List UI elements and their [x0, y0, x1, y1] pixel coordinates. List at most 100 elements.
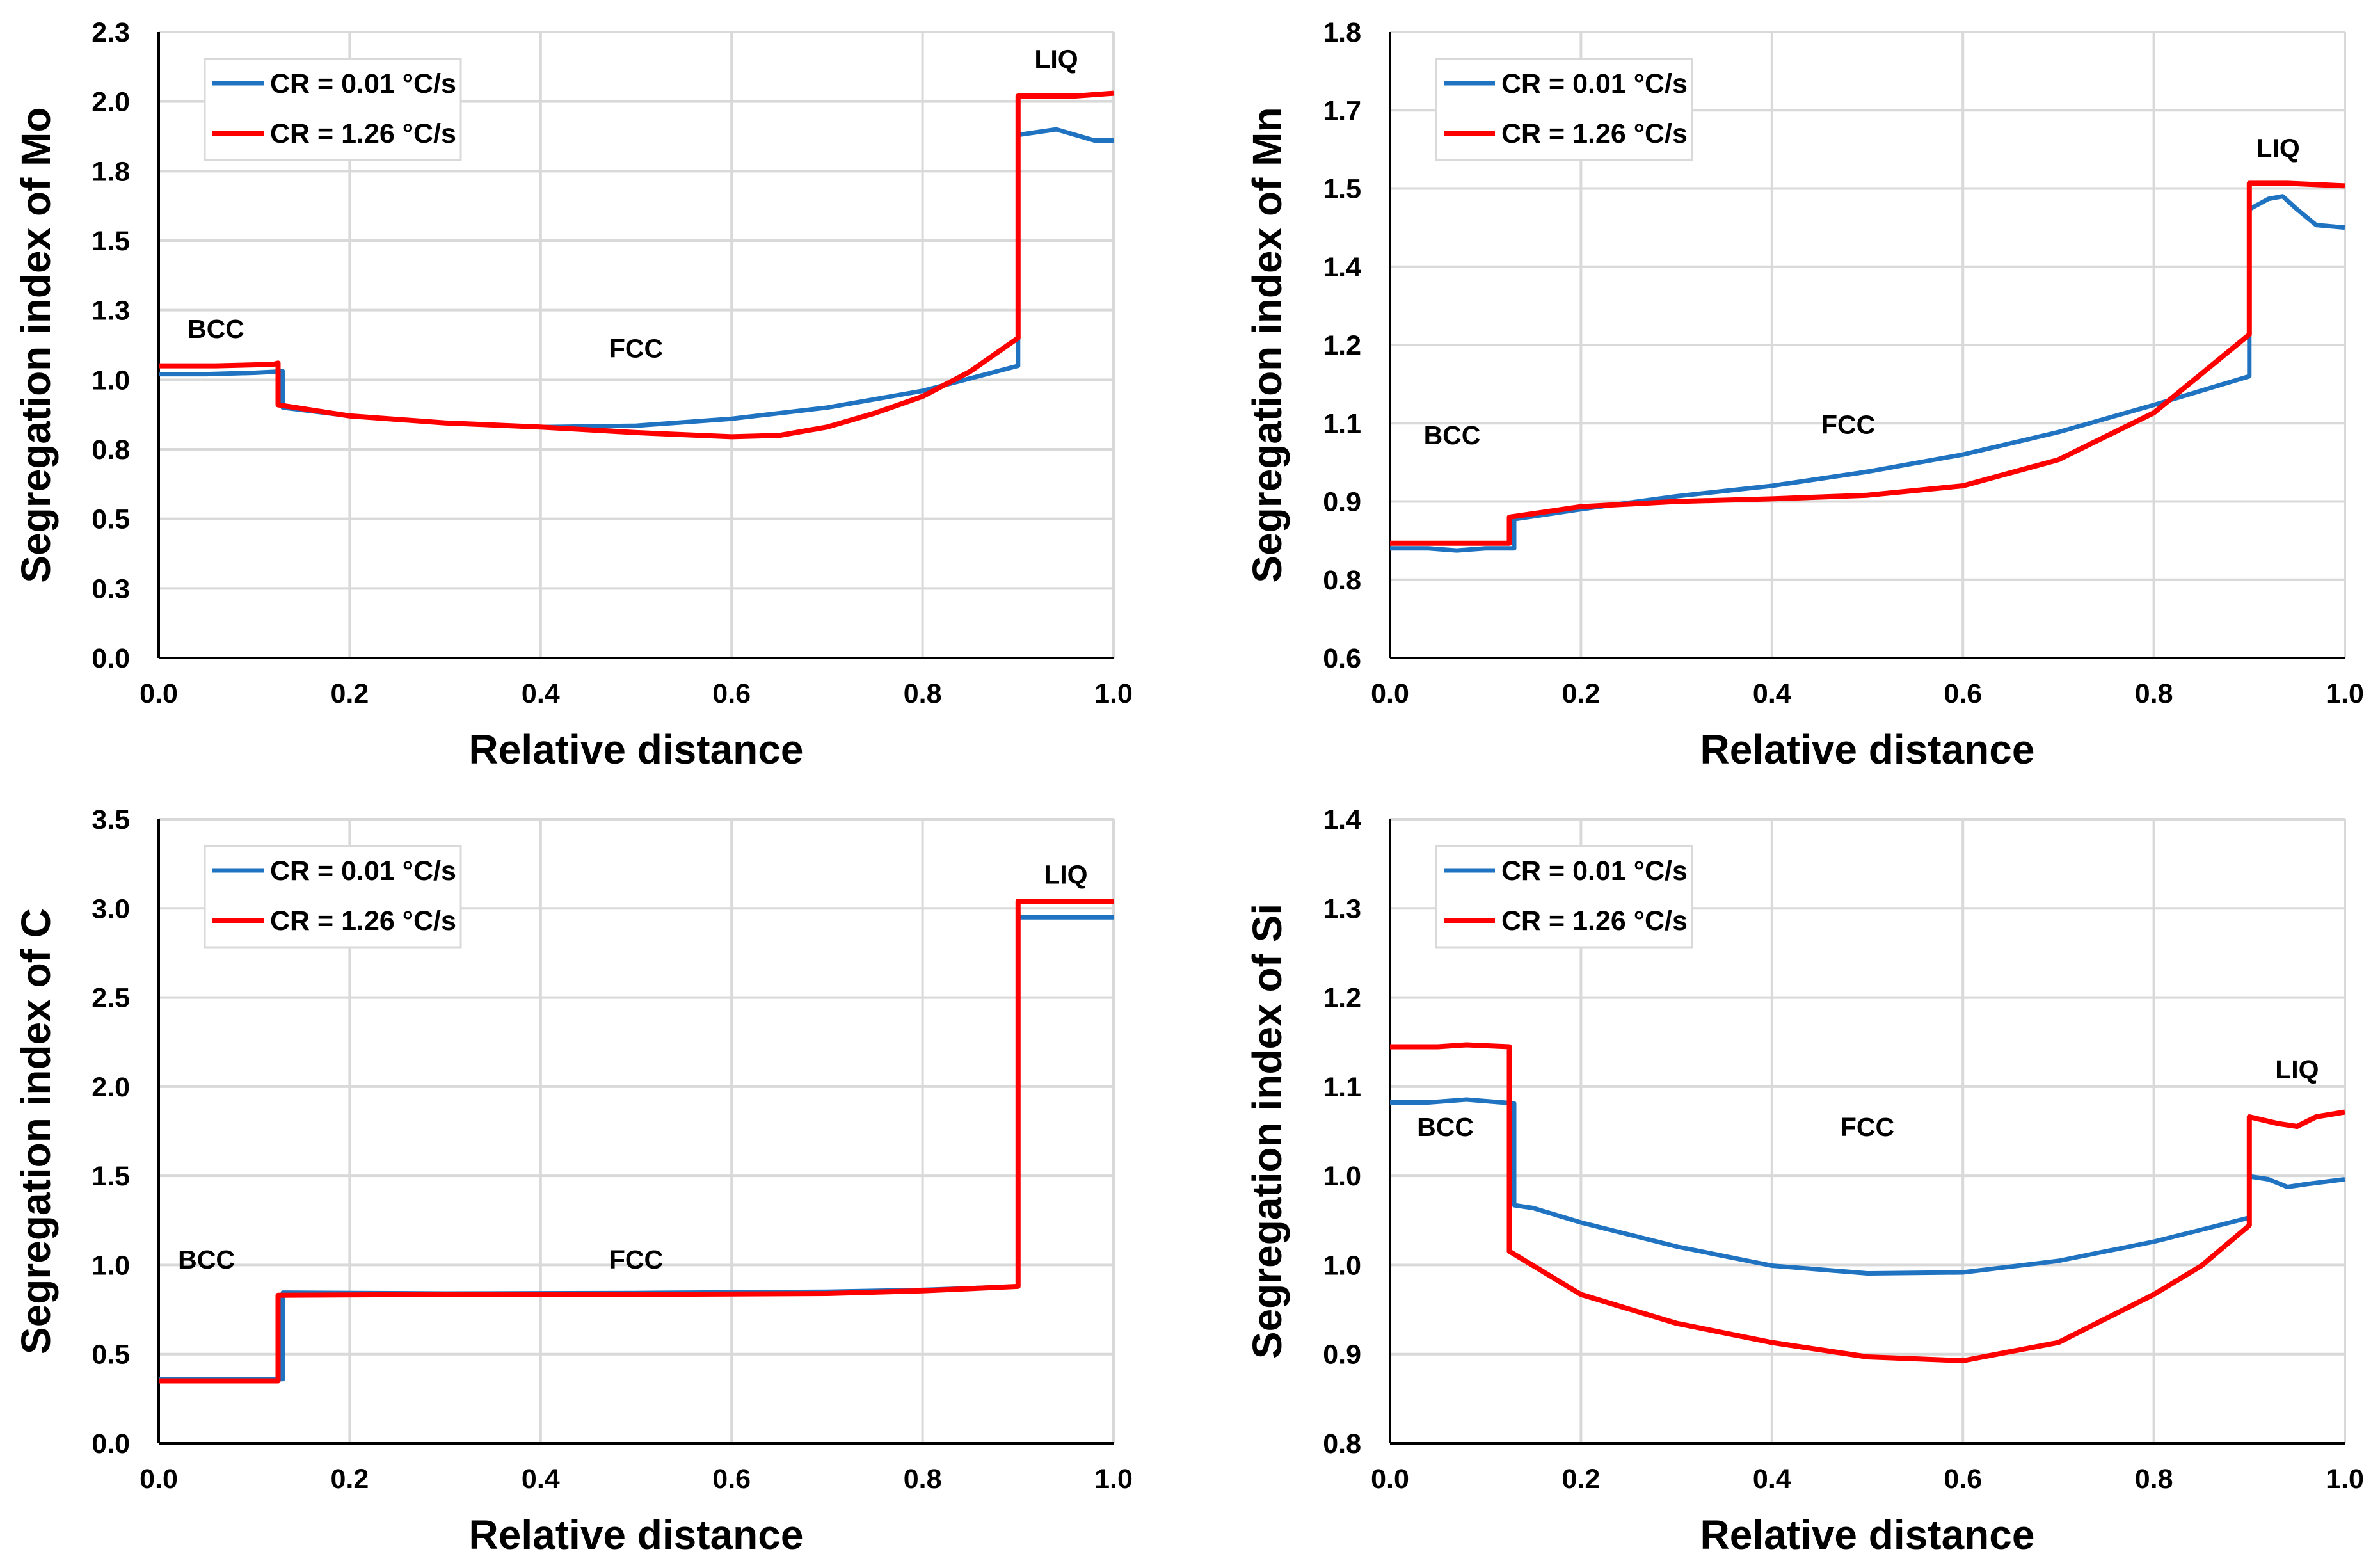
x-tick-label: 0.8 — [904, 678, 942, 709]
x-tick-label: 1.0 — [2326, 678, 2364, 709]
series-line-2 — [1390, 180, 2345, 546]
y-tick-label: 2.3 — [92, 17, 130, 48]
region-label-liq: LIQ — [2256, 134, 2299, 163]
y-axis-label: Segregation index of Mn — [1244, 107, 1290, 582]
series-line-2 — [159, 899, 1114, 1384]
region-label-fcc: FCC — [609, 334, 663, 364]
y-tick-label: 0.0 — [92, 1429, 130, 1459]
y-tick-label: 1.2 — [1323, 330, 1361, 361]
series-line-1 — [159, 127, 1114, 429]
x-tick-label: 0.4 — [1753, 1464, 1791, 1494]
y-tick-label: 1.0 — [1323, 1250, 1361, 1281]
series-line-1 — [1390, 194, 2345, 553]
x-tick-label: 0.0 — [1371, 678, 1409, 709]
x-tick-label: 1.0 — [1094, 678, 1133, 709]
y-tick-label: 1.2 — [1323, 983, 1361, 1014]
legend-label-1: CR = 0.01 °C/s — [1501, 68, 1688, 99]
y-tick-label: 0.8 — [1323, 565, 1361, 596]
y-tick-label: 2.5 — [92, 983, 130, 1014]
legend-label-1: CR = 0.01 °C/s — [270, 68, 456, 99]
x-tick-label: 0.2 — [331, 1464, 369, 1494]
y-axis-label: Segregation index of C — [13, 908, 59, 1354]
region-label-liq: LIQ — [1034, 45, 1078, 74]
y-tick-label: 1.5 — [1323, 174, 1361, 205]
legend-label-1: CR = 0.01 °C/s — [270, 856, 456, 886]
x-tick-label: 0.6 — [1944, 678, 1982, 709]
x-tick-label: 0.4 — [522, 678, 560, 709]
legend-label-2: CR = 1.26 °C/s — [1501, 118, 1688, 149]
y-tick-label: 0.9 — [1323, 487, 1361, 518]
y-tick-label: 0.0 — [92, 643, 130, 674]
y-tick-label: 0.6 — [1323, 643, 1361, 674]
chart-panel-2: 0.0 0.2 0.4 0.6 0.8 1.0 0.6 0.8 0.9 1.1 1.2 1.4 1.5 1… — [1244, 17, 2364, 773]
legend-box — [1435, 845, 1693, 949]
x-tick-label: 1.0 — [2326, 1464, 2364, 1494]
legend-box — [204, 58, 462, 161]
region-label-bcc: BCC — [178, 1245, 235, 1274]
chart-panel-3: 0.0 0.2 0.4 0.6 0.8 1.0 0.0 0.5 1.0 1.5 2.0 2.5 3.0 3… — [13, 805, 1133, 1554]
x-axis-label: Relative distance — [469, 726, 804, 773]
x-axis-label: Relative distance — [1700, 1512, 2035, 1554]
x-tick-label: 0.0 — [1371, 1464, 1409, 1494]
y-tick-label: 1.7 — [1323, 95, 1361, 126]
region-label-bcc: BCC — [188, 314, 244, 344]
y-tick-label: 1.8 — [1323, 17, 1361, 48]
x-tick-label: 0.2 — [331, 678, 369, 709]
x-tick-label: 0.4 — [522, 1464, 560, 1494]
x-tick-label: 0.8 — [904, 1464, 942, 1494]
y-tick-label: 2.0 — [92, 1072, 130, 1103]
region-label-liq: LIQ — [1044, 860, 1087, 889]
x-tick-label: 0.4 — [1753, 678, 1791, 709]
series-line-2 — [159, 90, 1114, 440]
y-tick-label: 1.4 — [1323, 805, 1361, 835]
x-tick-label: 0.0 — [140, 1464, 178, 1494]
y-tick-label: 1.0 — [92, 365, 130, 396]
x-tick-label: 0.6 — [1944, 1464, 1982, 1494]
legend-label-2: CR = 1.26 °C/s — [1501, 906, 1688, 936]
region-label-liq: LIQ — [2275, 1055, 2319, 1084]
y-axis-label: Segregation index of Si — [1244, 904, 1290, 1359]
series-line-1 — [159, 915, 1114, 1382]
y-tick-label: 2.0 — [92, 87, 130, 118]
y-tick-label: 0.3 — [92, 573, 130, 604]
region-label-bcc: BCC — [1424, 421, 1481, 450]
region-label-bcc: BCC — [1417, 1112, 1474, 1142]
y-tick-label: 3.0 — [92, 893, 130, 924]
legend-label-1: CR = 0.01 °C/s — [1501, 856, 1688, 886]
chart-panel-4: 0.0 0.2 0.4 0.6 0.8 1.0 0.8 0.9 1.0 1.0 1.1 1.2 1.3 1… — [1244, 805, 2364, 1554]
y-tick-label: 1.3 — [1323, 893, 1361, 924]
y-axis-label: Segregation index of Mo — [13, 107, 59, 582]
y-tick-label: 1.5 — [92, 226, 130, 257]
x-tick-label: 1.0 — [1094, 1464, 1133, 1494]
region-label-fcc: FCC — [1821, 410, 1875, 440]
y-tick-label: 0.9 — [1323, 1340, 1361, 1370]
y-tick-label: 1.8 — [92, 156, 130, 187]
x-tick-label: 0.6 — [712, 1464, 751, 1494]
x-axis-label: Relative distance — [469, 1512, 804, 1554]
x-tick-label: 0.6 — [712, 678, 751, 709]
y-tick-label: 1.1 — [1323, 408, 1361, 439]
y-tick-label: 0.8 — [92, 435, 130, 465]
region-label-fcc: FCC — [1841, 1112, 1894, 1142]
x-tick-label: 0.0 — [140, 678, 178, 709]
series-line-1 — [1390, 1097, 2345, 1276]
y-tick-label: 3.5 — [92, 805, 130, 835]
chart-panel-1: 0.0 0.2 0.4 0.6 0.8 1.0 0.0 0.3 0.5 0.8 1.0 1.3 1.5 1… — [13, 17, 1133, 773]
x-axis-label: Relative distance — [1700, 726, 2035, 773]
y-tick-label: 1.0 — [92, 1250, 130, 1281]
y-tick-label: 1.0 — [1323, 1161, 1361, 1192]
series-line-2 — [1390, 1042, 2345, 1363]
y-tick-label: 0.5 — [92, 504, 130, 535]
y-tick-label: 1.4 — [1323, 252, 1361, 283]
legend-label-2: CR = 1.26 °C/s — [270, 118, 456, 149]
x-tick-label: 0.2 — [1562, 1464, 1601, 1494]
legend-box — [1435, 58, 1693, 161]
region-label-fcc: FCC — [609, 1245, 663, 1274]
y-tick-label: 1.1 — [1323, 1072, 1361, 1103]
y-tick-label: 1.3 — [92, 296, 130, 326]
x-tick-label: 0.2 — [1562, 678, 1601, 709]
x-tick-label: 0.8 — [2135, 678, 2173, 709]
y-tick-label: 0.5 — [92, 1340, 130, 1370]
legend-label-2: CR = 1.26 °C/s — [270, 906, 456, 936]
